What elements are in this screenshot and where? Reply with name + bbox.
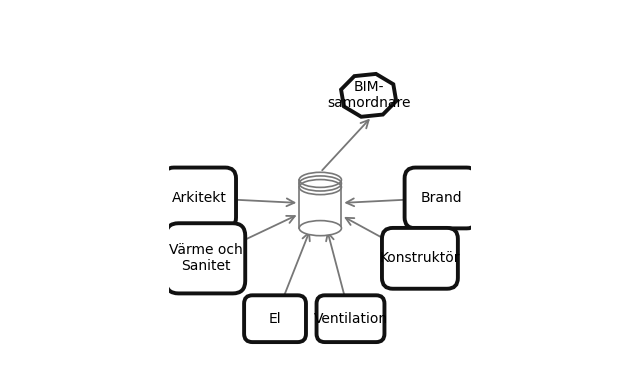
Ellipse shape bbox=[299, 221, 341, 236]
Text: Arkitekt: Arkitekt bbox=[172, 191, 227, 205]
Text: El: El bbox=[269, 312, 281, 326]
FancyBboxPatch shape bbox=[244, 295, 306, 342]
Ellipse shape bbox=[299, 172, 341, 187]
Text: Konstruktör: Konstruktör bbox=[379, 251, 460, 265]
Text: BIM-
samordnare: BIM- samordnare bbox=[327, 80, 411, 111]
Text: Brand: Brand bbox=[420, 191, 462, 205]
FancyBboxPatch shape bbox=[166, 223, 245, 294]
Text: Värme och
Sanitet: Värme och Sanitet bbox=[169, 243, 242, 274]
Bar bbox=[299, 180, 341, 228]
FancyBboxPatch shape bbox=[404, 167, 478, 229]
Text: Ventilation: Ventilation bbox=[313, 312, 388, 326]
Polygon shape bbox=[341, 74, 396, 117]
FancyBboxPatch shape bbox=[316, 295, 384, 342]
FancyBboxPatch shape bbox=[382, 228, 458, 289]
FancyBboxPatch shape bbox=[163, 167, 236, 229]
